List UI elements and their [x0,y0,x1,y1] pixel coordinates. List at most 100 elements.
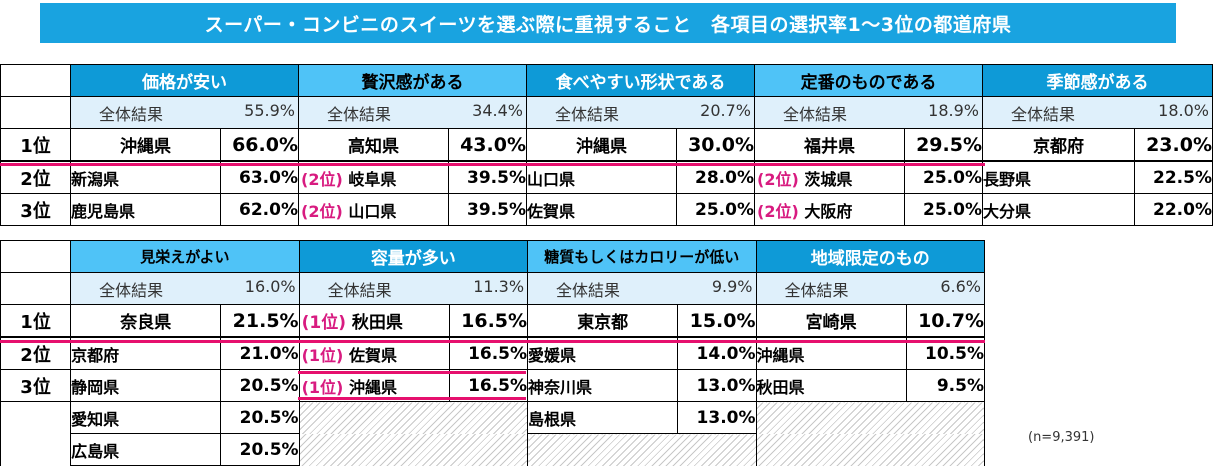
percentage-value: 23.0% [1134,128,1213,162]
prefecture-label: 岐阜県 [348,169,397,189]
tie-rank: (2位) [757,201,799,221]
prefecture-label: 大阪府 [804,201,853,221]
overall-cell: 全体結果 11.3% [298,272,529,305]
overall-cell: 全体結果 18.0% [982,96,1213,129]
prefecture-label: 京都府 [1033,137,1084,157]
prefecture-name: (1位) 秋田県 [298,304,450,338]
corner-cell [0,64,71,97]
prefecture-label: 高知県 [348,137,399,157]
rank-label: 3位 [0,193,71,226]
prefecture-label: 大分県 [983,201,1032,221]
tie-rank: (2位) [301,201,343,221]
prefecture-label: 佐賀県 [348,345,397,365]
prefecture-name: 宮崎県 [755,304,907,338]
category-header: 地域限定のもの [755,240,986,273]
percentage-value: 16.5% [448,304,529,338]
prefecture-name: 佐賀県 [526,193,677,226]
prefecture-label: 愛媛県 [528,345,577,365]
category-header: 糖質もしくはカロリーが低い [527,240,757,273]
header-row: 見栄えがよい 容量が多い 糖質もしくはカロリーが低い 地域限定のもの [0,240,986,273]
prefecture-label: 奈良県 [120,313,172,333]
rank-row: 愛知県 20.5% 島根県 13.0% [0,401,986,434]
percentage-value: 22.5% [1134,160,1213,194]
rank-label: 1位 [0,304,72,338]
top-rank-underline [0,163,985,166]
prefecture-name: (2位) 岐阜県 [298,160,449,194]
overall-cell: 全体結果 20.7% [526,96,755,129]
prefecture-name: 沖縄県 [70,128,221,162]
corner-cell [0,96,71,129]
prefecture-name: 奈良県 [70,304,222,338]
prefecture-label: 新潟県 [71,169,120,189]
rank-label [0,401,72,434]
empty-cell [298,401,529,434]
rank-label: 2位 [0,160,71,194]
prefecture-name: 新潟県 [70,160,221,194]
prefecture-name: 島根県 [527,401,679,434]
rank-label [0,433,72,466]
percentage-value: 13.0% [677,369,757,402]
prefecture-name: 静岡県 [70,369,222,402]
prefecture-label: 山口県 [348,201,397,221]
rank-label: 3位 [0,369,72,402]
rank-label: 1位 [0,128,71,162]
prefecture-label: 長野県 [983,169,1032,189]
category-header: 贅沢感がある [298,64,527,97]
tie-underline [298,397,526,400]
empty-cell [755,401,986,434]
percentage-value: 43.0% [448,128,527,162]
percentage-value: 16.5% [448,369,529,402]
overall-cell: 全体結果 6.6% [755,272,986,305]
percentage-value: 25.0% [904,160,983,194]
category-header: 季節感がある [982,64,1213,97]
prefecture-label: 佐賀県 [527,201,576,221]
percentage-value: 28.0% [676,160,755,194]
rank-row: 1位 奈良県 21.5% (1位) 秋田県 16.5% 東京都 15.0% 宮崎県 10.7% [0,304,986,338]
percentage-value: 66.0% [220,128,299,162]
percentage-value: 10.7% [905,304,986,338]
tie-rank: (1位) [301,377,344,397]
rank-row: 1位 沖縄県 66.0% 高知県 43.0% 沖縄県 30.0% 福井県 29.5% 京都府 23.… [0,128,1213,162]
overall-value: 16.0% [244,276,296,296]
tie-rank: (2位) [301,169,343,189]
prefecture-label: 秋田県 [756,377,805,397]
prefecture-label: 福井県 [804,137,855,157]
tie-rank: (2位) [757,169,799,189]
overall-label: 全体結果 [555,104,620,124]
percentage-value: 22.0% [1134,193,1213,226]
empty-cell [298,433,529,466]
overall-value: 34.4% [472,100,523,120]
percentage-value: 25.0% [676,193,755,226]
percentage-value: 30.0% [676,128,755,162]
percentage-value: 20.5% [220,433,300,466]
prefecture-label: 愛知県 [71,409,120,429]
prefecture-label: 山口県 [527,169,576,189]
percentage-value: 21.5% [220,304,300,338]
overall-value: 6.6% [940,276,981,296]
prefecture-label: 静岡県 [71,377,120,397]
overall-label: 全体結果 [99,104,164,124]
prefecture-label: 京都府 [71,345,120,365]
prefecture-label: 島根県 [528,409,577,429]
prefecture-name: 神奈川県 [527,369,679,402]
overall-label: 全体結果 [327,280,392,300]
overall-label: 全体結果 [1011,104,1076,124]
overall-value: 11.3% [473,276,525,296]
prefecture-label: 東京都 [577,313,629,333]
prefecture-label: 沖縄県 [120,137,171,157]
corner-cell [0,240,72,273]
category-header: 定番のものである [754,64,983,97]
category-header: 食べやすい形状である [526,64,755,97]
overall-cell: 全体結果 18.9% [754,96,983,129]
prefecture-name: 沖縄県 [526,128,677,162]
tie-rank: (1位) [301,313,346,333]
corner-cell [0,272,72,305]
percentage-value: 29.5% [904,128,983,162]
category-header: 見栄えがよい [70,240,300,273]
overall-label: 全体結果 [327,104,392,124]
percentage-value: 62.0% [220,193,299,226]
prefecture-name: 福井県 [754,128,905,162]
percentage-value: 13.0% [677,401,757,434]
prefecture-label: 宮崎県 [805,313,857,333]
empty-cell [755,433,986,466]
